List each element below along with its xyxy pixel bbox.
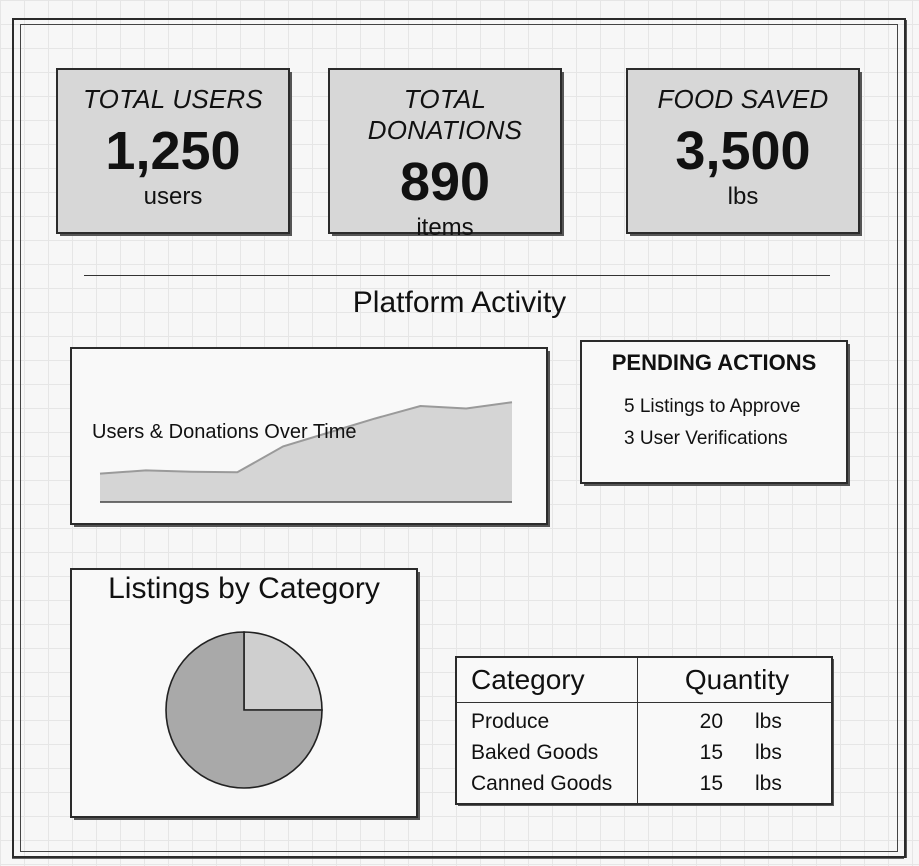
cell-category: Canned Goods <box>471 772 613 795</box>
stat-label: FOOD SAVED <box>657 84 829 114</box>
cell-category: Produce <box>471 710 550 733</box>
category-table: Category Quantity Produce 20 lbs Baked G… <box>455 656 833 805</box>
cell-quantity: 15 <box>699 772 723 795</box>
table-row: Canned Goods 15 lbs <box>457 772 831 802</box>
activity-line <box>99 401 513 475</box>
pending-actions-panel: PENDING ACTIONS 5 Listings to Approve 3 … <box>580 340 848 484</box>
chart-label: Users & Donations Over Time <box>92 421 357 443</box>
stat-value: 3,500 <box>675 121 811 181</box>
section-divider <box>84 275 830 276</box>
stat-card-total-donations: TOTAL DONATIONS 890 items <box>328 68 562 241</box>
stat-label: TOTAL DONATIONS <box>367 84 523 145</box>
pie-slice-1 <box>165 631 323 789</box>
pending-actions-title: PENDING ACTIONS <box>611 350 817 375</box>
activity-area-chart <box>99 401 513 503</box>
category-chart-title: Listings by Category <box>108 572 380 605</box>
stat-unit: lbs <box>727 183 759 210</box>
cell-category: Baked Goods <box>471 741 599 764</box>
cell-unit: lbs <box>755 772 782 795</box>
activity-area <box>100 402 512 502</box>
pending-item-verifications[interactable]: 3 User Verifications <box>624 428 788 449</box>
stat-value: 1,250 <box>105 121 241 181</box>
table-header-quantity: Quantity <box>684 664 790 695</box>
pending-item-listings[interactable]: 5 Listings to Approve <box>624 396 801 417</box>
table-row: Produce 20 lbs <box>457 710 831 740</box>
pie-slice-0 <box>243 631 323 711</box>
stat-label: TOTAL USERS <box>83 84 263 114</box>
cell-unit: lbs <box>755 741 782 764</box>
table-row: Baked Goods 15 lbs <box>457 741 831 771</box>
listings-by-category-panel: Listings by Category <box>70 568 418 818</box>
stat-value: 890 <box>399 152 491 212</box>
table-header-category: Category <box>471 664 585 695</box>
dashboard-frame <box>12 18 906 858</box>
stat-unit: users <box>143 183 203 210</box>
cell-quantity: 20 <box>699 710 723 733</box>
category-pie-chart <box>165 631 323 789</box>
stat-card-food-saved: FOOD SAVED 3,500 lbs <box>626 68 860 234</box>
section-title: Platform Activity <box>352 286 567 319</box>
stat-card-total-users: TOTAL USERS 1,250 users <box>56 68 290 234</box>
cell-unit: lbs <box>755 710 782 733</box>
table-column-divider <box>637 658 638 803</box>
stat-unit: items <box>416 214 474 241</box>
activity-chart-panel: Users & Donations Over Time <box>70 347 548 525</box>
cell-quantity: 15 <box>699 741 723 764</box>
table-header-divider <box>457 702 831 703</box>
